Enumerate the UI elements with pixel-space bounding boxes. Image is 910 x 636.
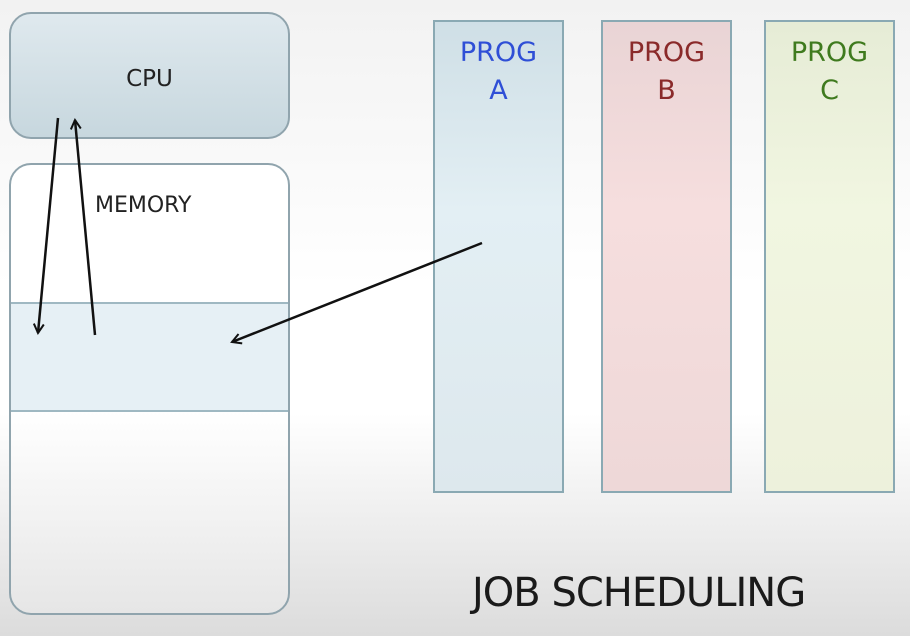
arrow-prog-a-to-memory — [232, 243, 482, 342]
arrow-memory-to-cpu — [75, 120, 95, 335]
arrow-cpu-to-memory — [38, 118, 58, 333]
slide-title: JOB SCHEDULING — [472, 570, 805, 616]
